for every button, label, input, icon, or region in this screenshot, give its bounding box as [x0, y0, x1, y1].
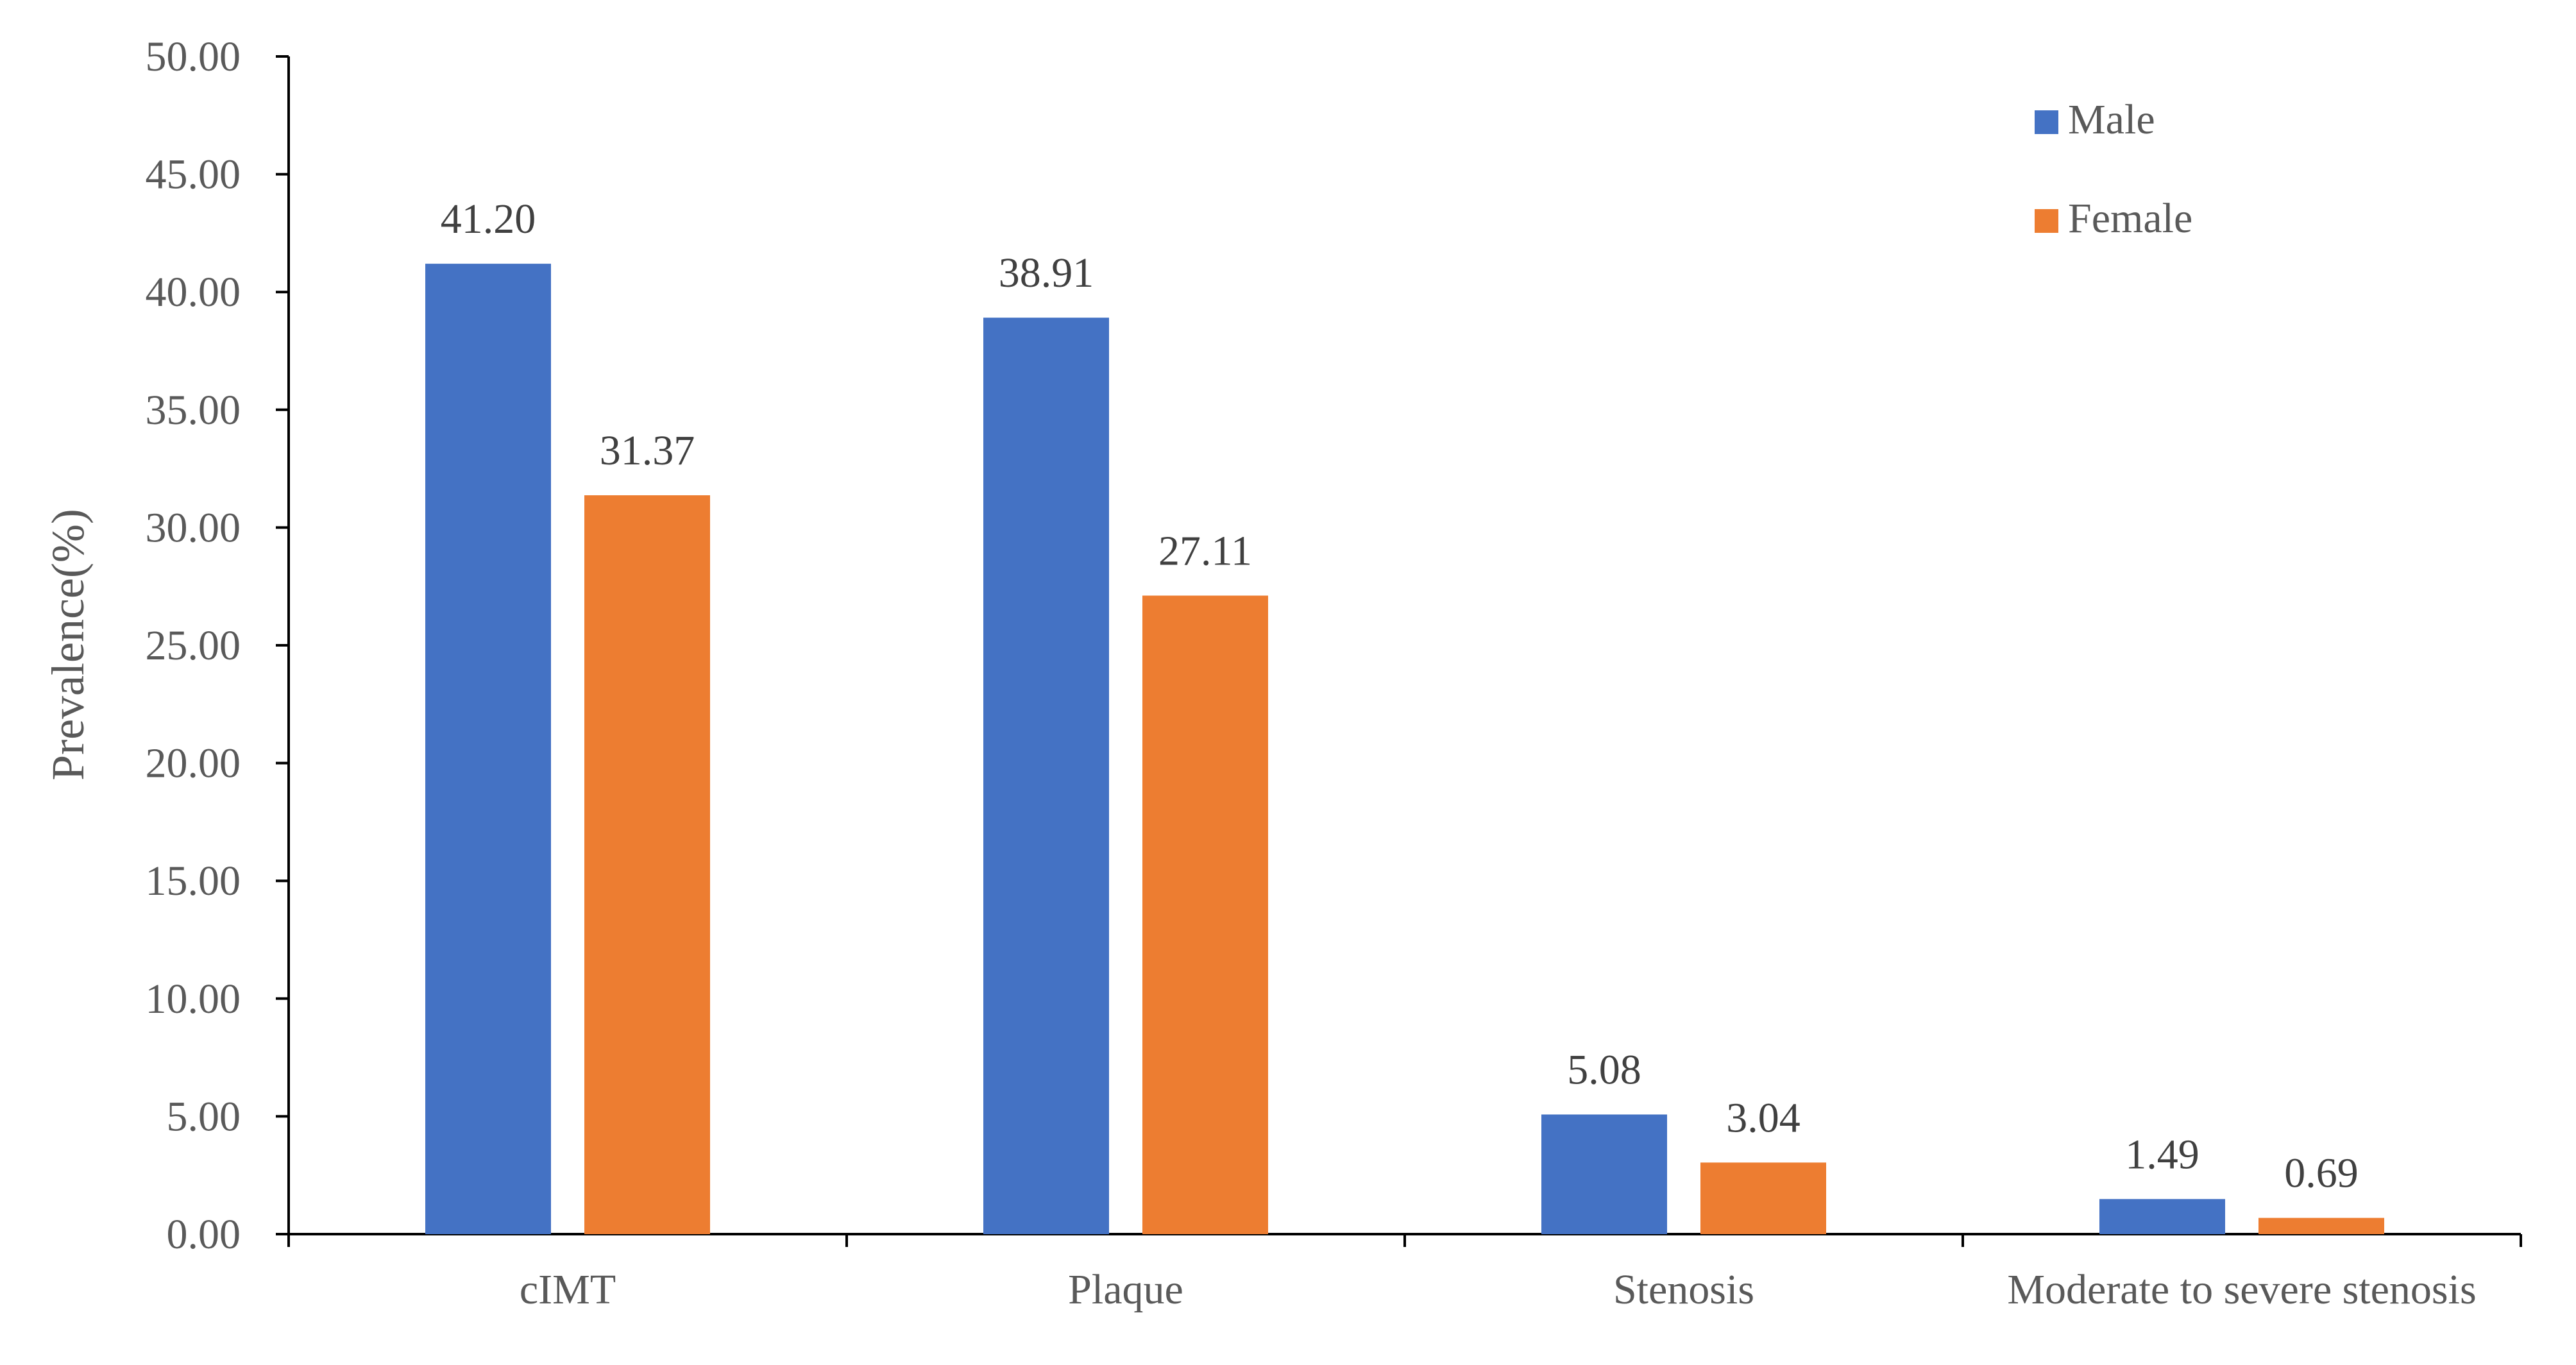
bars	[425, 264, 2384, 1234]
bar-male-1	[983, 318, 1109, 1234]
x-axis: cIMT Plaque Stenosis Moderate to severe ste…	[287, 1233, 2522, 1313]
x-tick-label: Plaque	[1068, 1266, 1183, 1313]
x-tick-label: cIMT	[520, 1266, 616, 1313]
bar-male-3	[2099, 1199, 2225, 1234]
data-label-male-0: 41.20	[441, 196, 536, 242]
y-axis-title: Prevalence(%)	[42, 509, 94, 781]
bar-female-0	[584, 495, 710, 1234]
y-tick-label: 5.00	[167, 1093, 241, 1140]
y-tick-label: 25.00	[146, 622, 241, 669]
data-label-male-1: 38.91	[999, 250, 1094, 296]
y-tick-label: 50.00	[146, 33, 241, 80]
y-tick-label: 10.00	[146, 976, 241, 1022]
data-label-male-2: 5.08	[1567, 1046, 1641, 1093]
y-tick-label: 20.00	[146, 740, 241, 787]
data-label-female-2: 3.04	[1726, 1094, 1801, 1141]
y-tick-label: 0.00	[167, 1211, 241, 1258]
y-axis: 0.00 5.00 10.00 15.00 20.00 25.00 30.00 35.00 40…	[146, 33, 290, 1258]
x-tick-label: Stenosis	[1613, 1266, 1754, 1313]
bar-female-1	[1142, 595, 1268, 1234]
legend-swatch-male	[2035, 110, 2058, 134]
bar-male-2	[1541, 1114, 1667, 1234]
legend-label-male: Male	[2068, 96, 2155, 143]
bar-male-0	[425, 264, 551, 1234]
y-tick-label: 45.00	[146, 151, 241, 198]
legend-swatch-female	[2035, 209, 2058, 233]
y-tick-label: 15.00	[146, 858, 241, 904]
legend: Male Female	[2035, 96, 2192, 242]
bar-female-3	[2258, 1217, 2384, 1234]
bar-female-2	[1700, 1162, 1826, 1234]
data-label-female-1: 27.11	[1158, 528, 1252, 575]
y-tick-label: 30.00	[146, 504, 241, 551]
data-label-male-3: 1.49	[2125, 1131, 2199, 1178]
data-label-female-0: 31.37	[600, 427, 695, 474]
data-labels: 41.20 38.91 5.08 1.49 31.37 27.11 3.04 0.69	[441, 196, 2359, 1197]
x-tick-label: Moderate to severe stenosis	[2007, 1266, 2476, 1313]
data-label-female-3: 0.69	[2284, 1150, 2359, 1197]
legend-label-female: Female	[2068, 195, 2192, 242]
y-tick-label: 35.00	[146, 387, 241, 434]
y-tick-label: 40.00	[146, 269, 241, 316]
